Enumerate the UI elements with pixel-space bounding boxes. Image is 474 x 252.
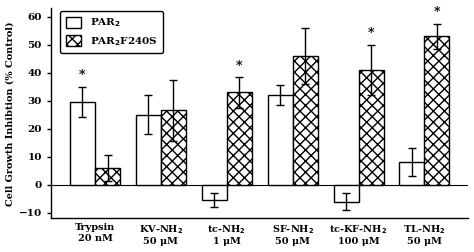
Bar [358, 70, 383, 185]
Bar [268, 95, 292, 185]
Text: *: * [368, 27, 374, 40]
Legend: PAR$_2$, PAR$_2$F240S: PAR$_2$, PAR$_2$F240S [60, 11, 163, 53]
Text: *: * [236, 60, 243, 73]
Bar [400, 162, 424, 185]
Y-axis label: Cell Growth Inhibtion (% Control): Cell Growth Inhibtion (% Control) [6, 21, 15, 206]
Bar [136, 115, 161, 185]
Bar [202, 185, 227, 200]
Bar [424, 36, 449, 185]
Text: *: * [79, 70, 86, 82]
Bar [161, 110, 186, 185]
Bar [95, 168, 120, 185]
Bar [70, 102, 95, 185]
Bar [334, 185, 358, 202]
Bar [292, 56, 318, 185]
Text: *: * [434, 6, 440, 19]
Bar [227, 92, 252, 185]
